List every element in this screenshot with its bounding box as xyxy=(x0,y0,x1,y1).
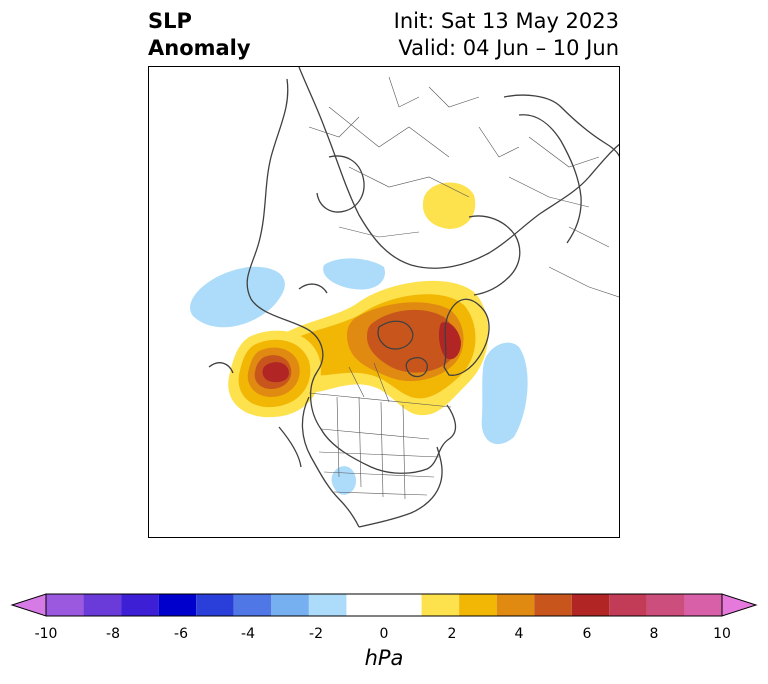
colorbar-bin xyxy=(346,594,422,616)
colorbar-tick-label: 2 xyxy=(447,626,457,642)
colorbar-bin xyxy=(158,594,197,616)
canada-greenland-high xyxy=(276,280,489,416)
colorbar-tick-label: 8 xyxy=(649,626,659,642)
colorbar-bin xyxy=(271,594,309,616)
north-atlantic-low xyxy=(481,342,528,445)
colorbar-bin xyxy=(534,594,572,616)
colorbar-extend-max xyxy=(721,593,758,617)
init-date: Init: Sat 13 May 2023 xyxy=(393,9,619,33)
colorbar-bin xyxy=(684,594,722,616)
colorbar-bin xyxy=(459,594,497,616)
colorbar-tick-label: -6 xyxy=(174,626,188,642)
colorbar-tick-label: 6 xyxy=(582,626,592,642)
anomaly-map xyxy=(190,67,619,528)
low-anomaly-areas xyxy=(190,258,528,495)
title-line-1: SLP xyxy=(148,9,192,33)
forecast-dates: Init: Sat 13 May 2023 Valid: 04 Jun – 10… xyxy=(394,8,619,62)
colorbar-tick-label: 0 xyxy=(379,626,389,642)
colorbar-bin xyxy=(233,594,272,616)
map-panel xyxy=(148,66,620,538)
colorbar-bin xyxy=(496,594,535,616)
colorbar-tick-label: -4 xyxy=(241,626,255,642)
colorbar-bin xyxy=(609,594,647,616)
colorbar-bin xyxy=(196,594,234,616)
colorbar-tick-label: -8 xyxy=(106,626,120,642)
colorbar-outline xyxy=(45,593,723,617)
colorbar-bin xyxy=(121,594,159,616)
colorbar-bin xyxy=(83,594,122,616)
north-pacific-low xyxy=(190,266,285,328)
colorbar-tick-label: -10 xyxy=(34,626,58,642)
country-borders xyxy=(308,76,619,500)
siberia-high xyxy=(422,182,476,229)
colorbar xyxy=(10,590,758,620)
colorbar-bin xyxy=(308,594,347,616)
colorbar-tick-label: 4 xyxy=(514,626,524,642)
colorbar-bin xyxy=(46,594,84,616)
colorbar-tick-label: 10 xyxy=(713,626,731,642)
title-line-2: Anomaly xyxy=(148,36,251,60)
colorbar-bin xyxy=(421,594,460,616)
valid-range: Valid: 04 Jun – 10 Jun xyxy=(398,36,619,60)
map-title: SLP Anomaly xyxy=(148,8,251,62)
colorbar-unit: hPa xyxy=(364,646,404,670)
colorbar-graphic xyxy=(10,593,758,617)
colorbar-tick-label: -2 xyxy=(309,626,323,642)
colorbar-extend-min xyxy=(10,593,47,617)
colorbar-bin xyxy=(646,594,685,616)
southwest-us-low xyxy=(331,466,357,495)
coastlines xyxy=(208,67,619,528)
ne-pacific-high xyxy=(228,330,321,418)
colorbar-bin xyxy=(571,594,610,616)
arctic-low xyxy=(323,258,385,290)
